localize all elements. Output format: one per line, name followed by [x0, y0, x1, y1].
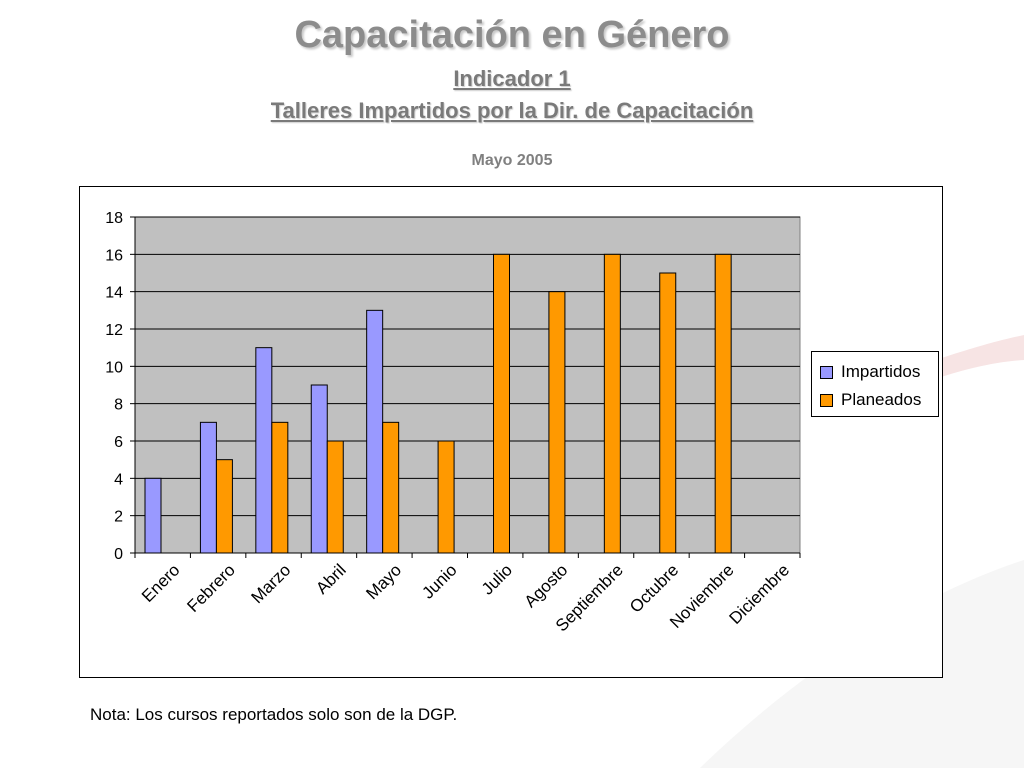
bar-planeados-junio	[437, 440, 455, 554]
ytick-label-12: 12	[105, 322, 123, 339]
ytick-label-8: 8	[114, 397, 123, 414]
bar-planeados-agosto	[548, 291, 566, 554]
xtick-label-agosto: Agosto	[521, 560, 572, 611]
bar-chart: 0 2 4 6 8 10 12 14 16 18 Enero Febrero Marzo Abril May…	[105, 210, 801, 635]
ytick-label-14: 14	[105, 285, 123, 302]
legend-item-planeados: Planeados	[820, 386, 938, 414]
xtick-label-mayo: Mayo	[362, 560, 405, 603]
legend-label-impartidos: Impartidos	[841, 362, 921, 381]
bar-planeados-febrero	[215, 459, 233, 554]
xtick-label-julio: Julio	[478, 560, 516, 598]
ytick-label-0: 0	[114, 546, 123, 563]
bar-planeados-septiembre	[603, 253, 621, 554]
xtick-label-octubre: Octubre	[626, 560, 682, 616]
bar-impartidos-febrero	[199, 421, 217, 554]
bar-impartidos-mayo	[366, 309, 384, 554]
legend-label-planeados: Planeados	[841, 390, 922, 409]
xtick-label-diciembre: Diciembre	[726, 560, 794, 628]
xtick-label-abril: Abril	[312, 560, 349, 597]
ytick-label-10: 10	[105, 359, 123, 376]
footnote: Nota: Los cursos reportados solo son de …	[90, 705, 458, 724]
bar-planeados-octubre	[659, 272, 677, 554]
bar-impartidos-marzo	[255, 347, 273, 554]
page-title: Capacitación en Género	[294, 14, 730, 56]
legend-swatch-impartidos	[820, 365, 833, 379]
ytick-label-6: 6	[114, 434, 123, 451]
xtick-label-enero: Enero	[138, 560, 184, 606]
chart-frame: 0 2 4 6 8 10 12 14 16 18 Enero Febrero Marzo Abril May…	[79, 186, 943, 678]
bar-impartidos-enero	[144, 477, 162, 554]
report-date: Mayo 2005	[471, 152, 553, 169]
chart-legend: Impartidos Planeados	[811, 351, 939, 417]
ytick-label-18: 18	[105, 210, 123, 227]
legend-swatch-planeados	[820, 393, 833, 407]
ytick-label-4: 4	[114, 471, 123, 488]
bar-planeados-julio	[493, 253, 510, 554]
xtick-label-junio: Junio	[418, 560, 460, 602]
subtitle-indicator: Indicador 1	[453, 66, 571, 91]
xtick-label-marzo: Marzo	[248, 560, 295, 607]
ytick-label-16: 16	[105, 247, 123, 264]
ytick-label-2: 2	[114, 509, 123, 526]
plot-area	[134, 216, 801, 554]
bar-planeados-noviembre	[714, 253, 732, 554]
bar-impartidos-abril	[310, 384, 328, 554]
bar-planeados-mayo	[382, 421, 400, 554]
bar-planeados-abril	[326, 440, 344, 554]
bar-planeados-marzo	[271, 421, 289, 554]
legend-item-impartidos: Impartidos	[820, 358, 938, 386]
subtitle-description: Talleres Impartidos por la Dir. de Capac…	[270, 98, 754, 123]
xtick-label-febrero: Febrero	[183, 560, 239, 616]
